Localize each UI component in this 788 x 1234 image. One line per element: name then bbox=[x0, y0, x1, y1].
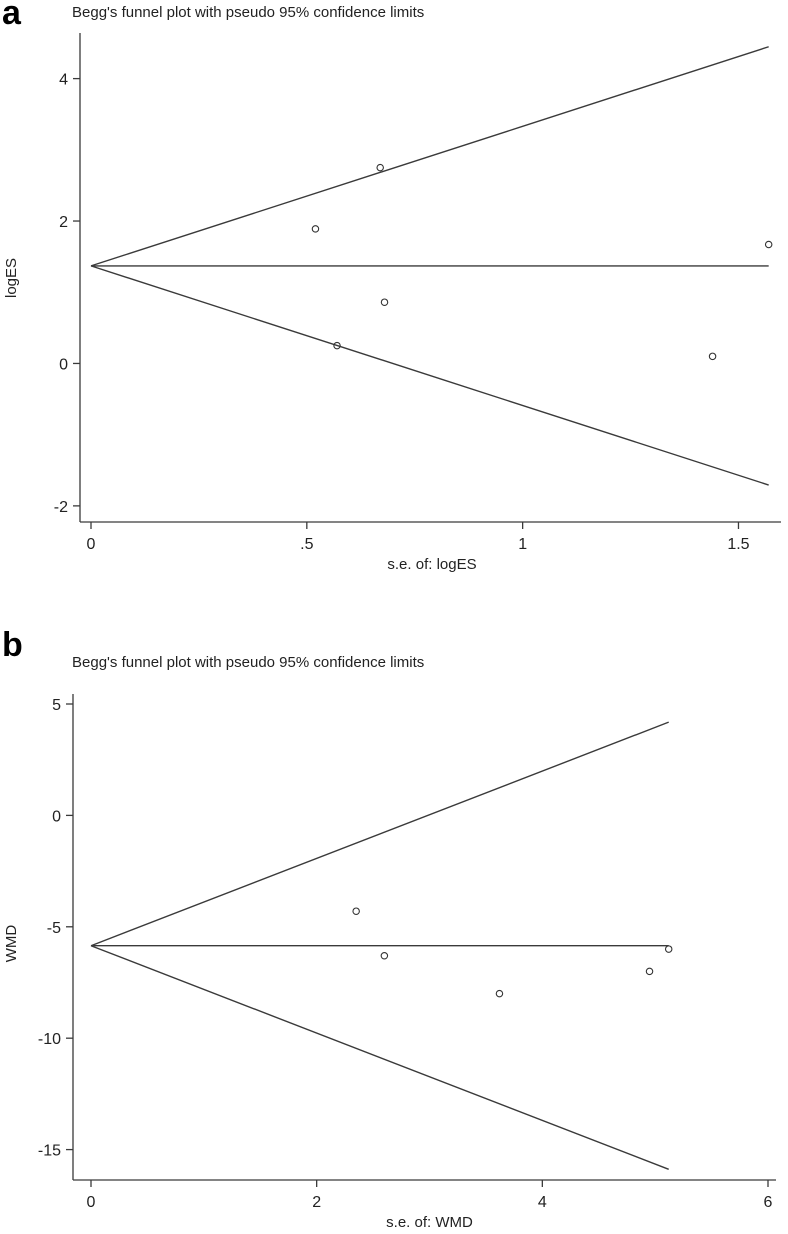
x-tick-label: 1.5 bbox=[727, 536, 749, 553]
funnel-plot-b: Begg's funnel plot with pseudo 95% confi… bbox=[3, 654, 776, 1231]
study-point bbox=[664, 945, 673, 953]
x-tick-label: 6 bbox=[764, 1194, 773, 1211]
study-point bbox=[380, 952, 389, 960]
y-axis-label: WMD bbox=[3, 925, 20, 963]
study-point bbox=[352, 907, 360, 915]
x-axis-label: s.e. of: WMD bbox=[386, 1214, 473, 1231]
study-point bbox=[708, 352, 717, 361]
y-tick-label: 0 bbox=[52, 808, 61, 825]
y-tick-label: -2 bbox=[54, 499, 68, 516]
x-tick-label: .5 bbox=[300, 536, 313, 553]
panel-a-label: a bbox=[2, 0, 21, 32]
x-tick-label: 2 bbox=[312, 1194, 321, 1211]
lower-confidence-limit-line bbox=[90, 945, 669, 1170]
study-point bbox=[376, 163, 384, 172]
study-point bbox=[333, 341, 341, 350]
lower-confidence-limit-line bbox=[90, 265, 769, 486]
panel-b-label: b bbox=[2, 626, 23, 664]
x-tick-label: 0 bbox=[87, 1194, 96, 1211]
y-tick-label: 5 bbox=[52, 697, 61, 714]
upper-confidence-limit-line bbox=[90, 46, 769, 267]
funnel-plot-a: Begg's funnel plot with pseudo 95% confi… bbox=[3, 4, 781, 573]
chart-title: Begg's funnel plot with pseudo 95% confi… bbox=[72, 4, 424, 21]
study-point bbox=[311, 225, 320, 233]
upper-confidence-limit-line bbox=[90, 721, 669, 947]
y-tick-label: 4 bbox=[59, 72, 68, 89]
x-axis-label: s.e. of: logES bbox=[387, 556, 476, 573]
y-tick-label: 2 bbox=[59, 214, 68, 231]
study-point bbox=[380, 298, 389, 306]
chart-title: Begg's funnel plot with pseudo 95% confi… bbox=[72, 654, 424, 671]
y-tick-label: -10 bbox=[38, 1031, 61, 1048]
y-tick-label: -15 bbox=[38, 1143, 61, 1160]
y-axis-label: logES bbox=[3, 258, 20, 298]
x-tick-label: 1 bbox=[518, 536, 527, 553]
study-point bbox=[495, 989, 504, 998]
study-point bbox=[764, 240, 773, 249]
x-tick-label: 4 bbox=[538, 1194, 547, 1211]
study-point bbox=[645, 967, 654, 976]
y-tick-label: 0 bbox=[59, 356, 68, 373]
y-tick-label: -5 bbox=[47, 920, 61, 937]
x-tick-label: 0 bbox=[87, 536, 96, 553]
